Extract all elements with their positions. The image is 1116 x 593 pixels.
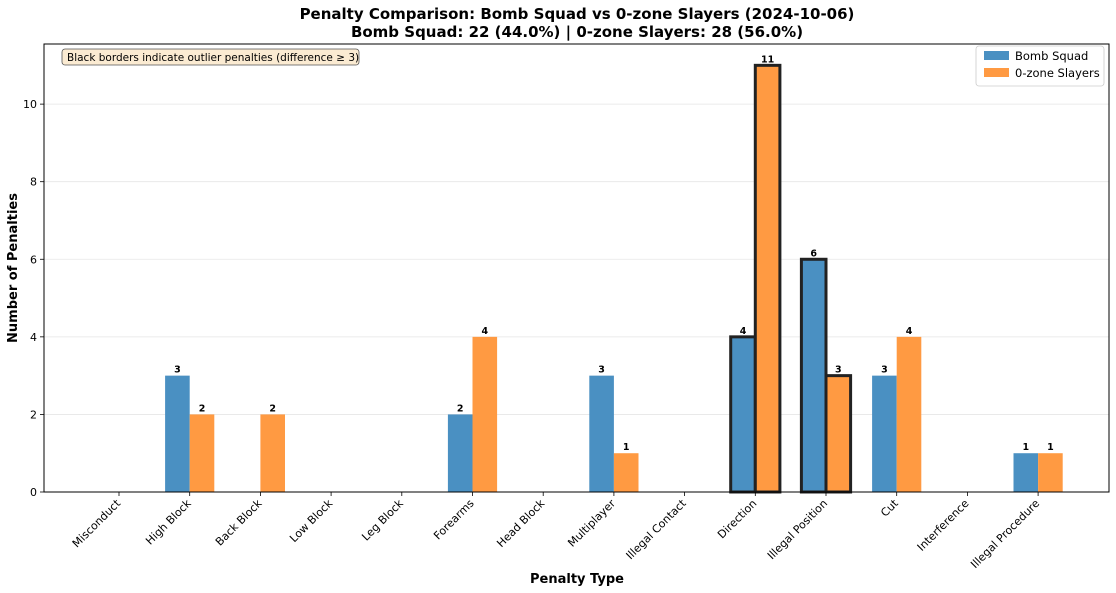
x-tick-label-low-block: Low Block — [287, 496, 335, 544]
x-tick-label-illegal-procedure: Illegal Procedure — [968, 497, 1042, 571]
bar-label-bomb-squad-high-block: 3 — [174, 365, 181, 376]
bar-label-0-zone-slayers-high-block: 2 — [199, 403, 206, 414]
x-tick-label-misconduct: Misconduct — [70, 496, 124, 550]
bar-label-0-zone-slayers-direction: 11 — [761, 54, 774, 65]
chart-title: Penalty Comparison: Bomb Squad vs 0-zone… — [300, 5, 855, 23]
grid-lines — [44, 103, 1109, 415]
chart-subtitle: Bomb Squad: 22 (44.0%) | 0-zone Slayers:… — [351, 23, 803, 42]
bar-bomb-squad-direction — [729, 335, 757, 494]
bars — [165, 63, 1063, 494]
y-axis-label: Number of Penalties — [6, 193, 21, 343]
bar-bomb-squad-high-block — [165, 375, 190, 492]
bar-label-0-zone-slayers-illegal-position: 3 — [835, 365, 842, 376]
annotation-background — [61, 48, 360, 66]
bar-bomb-squad-cut — [872, 375, 897, 492]
bar-bomb-squad-illegal-position — [799, 257, 828, 494]
bar-0-zone-slayers-forearms — [472, 336, 498, 492]
bar-label-0-zone-slayers-multiplayer: 1 — [623, 442, 630, 453]
y-tick-label-8: 8 — [30, 176, 37, 189]
y-tick-label-2: 2 — [30, 408, 37, 421]
legend: Bomb Squad 0-zone Slayers — [975, 45, 1105, 87]
y-tick-label-10: 10 — [23, 98, 37, 111]
legend-label-0-zone-slayers: 0-zone Slayers — [1015, 66, 1100, 80]
bar-0-zone-slayers-cut — [896, 336, 922, 492]
bar-bomb-squad-illegal-procedure — [1013, 453, 1039, 492]
bar-label-bomb-squad-direction: 4 — [740, 326, 747, 337]
legend-label-bomb-squad: Bomb Squad — [1015, 49, 1088, 63]
x-tick-label-high-block: High Block — [143, 496, 194, 547]
bar-0-zone-slayers-high-block — [189, 414, 215, 492]
bar-label-bomb-squad-illegal-position: 6 — [810, 248, 817, 259]
bar-0-zone-slayers-illegal-procedure — [1038, 453, 1063, 492]
bar-label-0-zone-slayers-cut: 4 — [906, 326, 913, 337]
x-tick-label-multiplayer: Multiplayer — [565, 497, 618, 550]
y-tick-label-0: 0 — [30, 486, 37, 499]
bar-label-0-zone-slayers-back-block: 2 — [269, 403, 276, 414]
bar-bomb-squad-forearms — [447, 414, 473, 492]
bar-label-bomb-squad-forearms: 2 — [457, 403, 464, 414]
annotation-box: Black borders indicate outlier penalties… — [61, 48, 360, 66]
annotation-text: Black borders indicate outlier penalties… — [67, 52, 359, 64]
x-tick-label-illegal-position: Illegal Position — [765, 497, 830, 562]
x-tick-label-forearms: Forearms — [431, 497, 477, 543]
bar-label-bomb-squad-multiplayer: 3 — [598, 365, 605, 376]
bar-bomb-squad-multiplayer — [589, 375, 614, 492]
x-axis-label: Penalty Type — [530, 572, 624, 587]
y-tick-label-4: 4 — [30, 331, 37, 344]
x-axis: Misconduct High Block Back Block Low Block L… — [70, 492, 1042, 571]
bar-0-zone-slayers-illegal-position — [824, 374, 853, 494]
x-tick-label-cut: Cut — [878, 496, 901, 519]
legend-swatch-0-zone-slayers — [984, 68, 1009, 77]
x-tick-label-back-block: Back Block — [213, 496, 265, 548]
x-tick-label-interference: Interference — [915, 497, 972, 554]
bar-label-bomb-squad-illegal-procedure: 1 — [1022, 442, 1029, 453]
bar-0-zone-slayers-back-block — [260, 414, 285, 492]
y-axis: 0 2 4 6 8 10 — [23, 98, 44, 499]
x-tick-label-head-block: Head Block — [494, 496, 547, 549]
plot-area-frame — [43, 43, 1110, 493]
x-tick-label-illegal-contact: Illegal Contact — [624, 496, 690, 562]
bar-0-zone-slayers-multiplayer — [613, 453, 639, 492]
bar-label-0-zone-slayers-illegal-procedure: 1 — [1047, 442, 1054, 453]
bar-label-bomb-squad-cut: 3 — [881, 365, 888, 376]
bar-label-0-zone-slayers-forearms: 4 — [481, 326, 488, 337]
x-tick-label-leg-block: Leg Block — [359, 496, 406, 543]
x-tick-label-direction: Direction — [715, 497, 759, 541]
bar-0-zone-slayers-direction — [753, 63, 782, 494]
legend-swatch-bomb-squad — [984, 51, 1009, 60]
y-tick-label-6: 6 — [30, 253, 37, 266]
